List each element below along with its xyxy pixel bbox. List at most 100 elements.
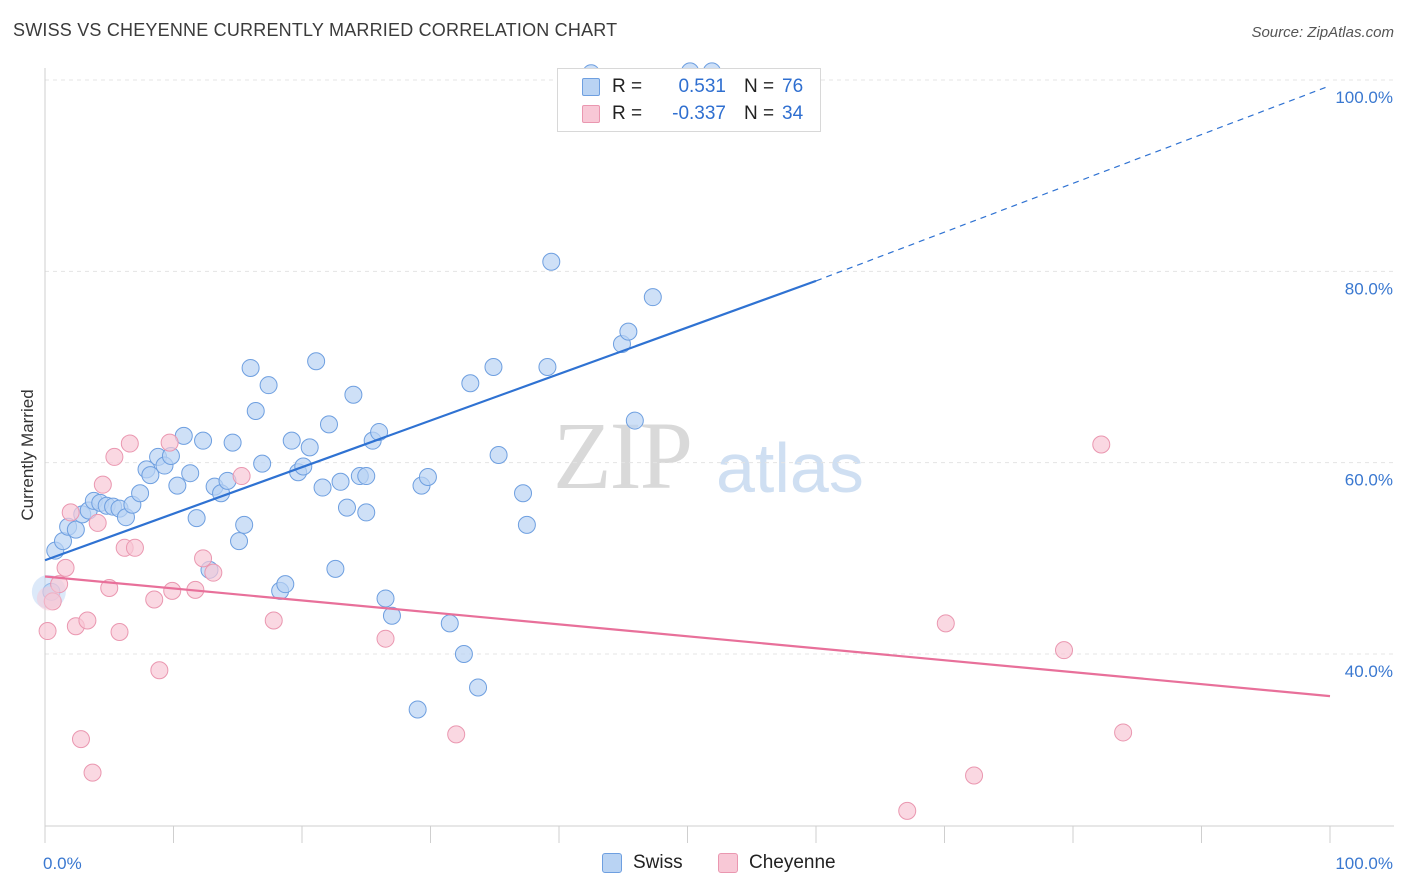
swiss-point	[223, 433, 242, 452]
swiss-point	[538, 358, 557, 376]
correlation-legend: R = 0.531 N = 76 R = -0.337 N = 34	[557, 68, 821, 132]
cheyenne-point	[38, 622, 57, 641]
legend-row-cheyenne: R = -0.337 N = 34	[582, 101, 803, 127]
cheyenne-point	[160, 433, 179, 452]
watermark-zip: ZIP	[553, 402, 693, 509]
swiss-point	[230, 532, 249, 551]
cheyenne-point	[145, 590, 164, 609]
cheyenne-legend-label: Cheyenne	[749, 852, 836, 873]
axes	[44, 68, 1394, 843]
swiss-point	[440, 614, 459, 633]
swiss-point	[643, 288, 662, 307]
cheyenne-point	[150, 661, 169, 680]
cheyenne-point	[71, 730, 90, 749]
cheyenne-point	[36, 586, 61, 611]
cheyenne-point	[447, 725, 466, 744]
swiss-point	[337, 498, 356, 517]
swiss-point	[408, 700, 427, 719]
cheyenne-point	[204, 563, 223, 582]
swiss-legend-label: Swiss	[633, 852, 683, 873]
cheyenne-point	[78, 611, 97, 630]
cheyenne-point	[93, 475, 112, 494]
tick-labels: 40.0% 60.0% 80.0% 100.0% 0.0% 100.0%	[43, 88, 1393, 873]
swiss-point	[469, 678, 488, 697]
swiss-trend-line	[44, 279, 817, 562]
r-label: R =	[612, 103, 643, 124]
cheyenne-point	[898, 801, 917, 820]
r-value: 0.531	[678, 76, 726, 97]
swiss-point	[625, 411, 644, 430]
swiss-point	[194, 431, 213, 450]
swiss-point	[187, 509, 206, 528]
cheyenne-point	[936, 614, 955, 633]
swiss-point	[454, 645, 473, 663]
swiss-point	[131, 484, 150, 503]
cheyenne-point	[1114, 723, 1133, 742]
swiss-point	[300, 438, 319, 457]
trend-lines	[44, 85, 1331, 698]
legend-item-swiss: Swiss	[602, 852, 683, 874]
swiss-point	[319, 415, 338, 434]
cheyenne-point	[110, 622, 129, 641]
swiss-point	[259, 376, 278, 395]
swiss-point	[235, 515, 254, 534]
y-tick-label: 100.0%	[1335, 88, 1393, 107]
swiss-point	[141, 466, 160, 485]
swiss-point	[66, 520, 85, 539]
series-legend: Swiss Cheyenne	[0, 852, 1406, 878]
swiss-points	[31, 62, 721, 719]
swiss-point	[376, 589, 395, 608]
cheyenne-point	[376, 629, 395, 648]
cheyenne-point	[1055, 641, 1074, 660]
swiss-legend-swatch	[602, 853, 622, 873]
n-value: 76	[782, 76, 804, 97]
source-credit: Source: ZipAtlas.com	[1251, 24, 1394, 41]
cheyenne-point	[264, 611, 283, 630]
swiss-swatch	[582, 78, 600, 96]
swiss-point	[619, 322, 638, 341]
swiss-point	[313, 478, 332, 497]
cheyenne-point	[1092, 435, 1111, 454]
cheyenne-point	[83, 763, 102, 782]
cheyenne-trend-line	[44, 575, 1331, 698]
swiss-trend-extension	[815, 85, 1331, 282]
swiss-point	[253, 454, 272, 473]
y-tick-label: 80.0%	[1345, 279, 1393, 298]
swiss-point	[418, 468, 437, 487]
cheyenne-point	[88, 513, 107, 532]
swiss-point	[542, 252, 561, 271]
n-label: N =	[744, 76, 775, 97]
cheyenne-swatch	[582, 105, 600, 123]
cheyenne-point	[61, 503, 80, 522]
swiss-point	[517, 515, 536, 534]
swiss-point	[514, 484, 533, 503]
cheyenne-point	[965, 766, 984, 785]
cheyenne-legend-swatch	[718, 853, 738, 873]
chart-title: SWISS VS CHEYENNE CURRENTLY MARRIED CORR…	[13, 20, 618, 40]
swiss-point	[370, 423, 389, 442]
legend-row-swiss: R = 0.531 N = 76	[582, 74, 803, 100]
r-value: -0.337	[672, 103, 726, 124]
swiss-point	[357, 503, 376, 522]
cheyenne-point	[120, 434, 139, 453]
legend-item-cheyenne: Cheyenne	[718, 852, 836, 874]
swiss-point	[331, 472, 350, 491]
y-tick-label: 60.0%	[1345, 471, 1393, 490]
r-label: R =	[612, 76, 643, 97]
swiss-point	[357, 467, 376, 486]
swiss-point	[307, 352, 326, 371]
x-tick-label: 0.0%	[43, 854, 82, 873]
cheyenne-point	[194, 549, 213, 568]
cheyenne-point	[56, 558, 75, 577]
n-label: N =	[744, 103, 775, 124]
swiss-point	[276, 575, 295, 594]
y-tick-label: 40.0%	[1345, 662, 1393, 681]
swiss-point	[344, 385, 363, 404]
swiss-point	[461, 374, 480, 393]
swiss-point	[489, 446, 508, 465]
swiss-point	[181, 464, 200, 483]
swiss-point	[168, 476, 187, 495]
cheyenne-point	[163, 581, 182, 600]
n-value: 34	[782, 103, 804, 124]
